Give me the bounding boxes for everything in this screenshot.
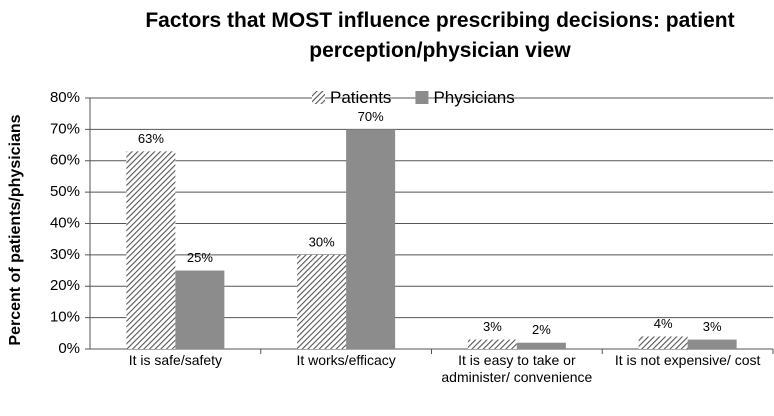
legend-label: Physicians [433, 88, 515, 107]
x-tick-label: It is not expensive/ cost [614, 352, 761, 368]
x-tick-label: It is safe/safety [128, 352, 223, 368]
x-tick-label: It is easy to take or administer/ conven… [441, 352, 593, 385]
y-tick-label: 50% [50, 183, 80, 200]
data-label: 3% [483, 319, 502, 334]
y-axis-label: Percent of patients/physicians [7, 114, 24, 345]
bar [346, 129, 396, 349]
data-label: 63% [138, 131, 164, 146]
y-tick-label: 0% [58, 340, 80, 357]
bar [687, 339, 737, 349]
x-tick-label: It works/efficacy [296, 352, 396, 368]
y-tick-label: 10% [50, 309, 80, 326]
y-tick-label: 30% [50, 246, 80, 263]
bar [175, 270, 225, 349]
y-tick-label: 40% [50, 214, 80, 231]
data-label: 3% [703, 319, 722, 334]
bar [516, 342, 566, 349]
y-tick-label: 60% [50, 152, 80, 169]
bar [638, 336, 688, 349]
data-label: 4% [654, 316, 673, 331]
bar [467, 339, 517, 349]
legend-swatch [415, 91, 429, 104]
data-label: 2% [532, 322, 551, 337]
data-label: 25% [187, 250, 213, 265]
bar [297, 254, 347, 349]
bar [126, 151, 176, 349]
data-label: 70% [358, 109, 384, 124]
data-label: 30% [309, 234, 335, 249]
legend-label: Patients [330, 88, 392, 107]
y-tick-label: 70% [50, 120, 80, 137]
legend-swatch [312, 91, 325, 104]
y-tick-label: 80% [50, 89, 80, 106]
chart-title: Factors that MOST influence prescribing … [145, 9, 735, 62]
y-tick-label: 20% [50, 277, 80, 294]
